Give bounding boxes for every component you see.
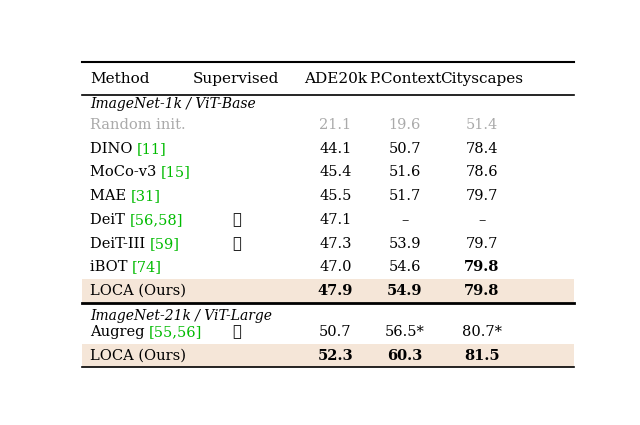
Text: Supervised: Supervised <box>193 72 280 86</box>
Text: [15]: [15] <box>161 165 191 179</box>
Text: 47.0: 47.0 <box>319 261 352 275</box>
Text: 45.5: 45.5 <box>319 189 351 203</box>
Text: 51.4: 51.4 <box>466 118 498 132</box>
Text: 79.7: 79.7 <box>465 189 498 203</box>
Text: [55,56]: [55,56] <box>149 325 202 339</box>
Text: ✓: ✓ <box>232 237 241 251</box>
Text: 51.7: 51.7 <box>388 189 421 203</box>
Text: 47.1: 47.1 <box>319 213 351 227</box>
Text: P.Context: P.Context <box>369 72 441 86</box>
Text: LOCA (Ours): LOCA (Ours) <box>90 284 186 298</box>
Bar <box>83 344 573 368</box>
Text: 81.5: 81.5 <box>464 348 500 363</box>
Text: Cityscapes: Cityscapes <box>440 72 524 86</box>
Text: LOCA (Ours): LOCA (Ours) <box>90 348 186 363</box>
Text: [56,58]: [56,58] <box>129 213 183 227</box>
Text: Method: Method <box>90 72 149 86</box>
Text: 53.9: 53.9 <box>388 237 421 251</box>
Text: 54.9: 54.9 <box>387 284 422 298</box>
Text: DeiT-III: DeiT-III <box>90 237 150 251</box>
Text: ImageNet-1k / ViT-Base: ImageNet-1k / ViT-Base <box>90 97 255 111</box>
Text: ADE20k: ADE20k <box>304 72 367 86</box>
Text: [59]: [59] <box>150 237 180 251</box>
Text: 79.8: 79.8 <box>464 261 499 275</box>
Text: Augreg: Augreg <box>90 325 149 339</box>
Text: 78.6: 78.6 <box>465 165 498 179</box>
Text: 78.4: 78.4 <box>465 142 498 156</box>
Text: ✓: ✓ <box>232 325 241 339</box>
Text: 19.6: 19.6 <box>388 118 421 132</box>
Text: MoCo-v3: MoCo-v3 <box>90 165 161 179</box>
Text: –: – <box>401 213 408 227</box>
Text: 52.3: 52.3 <box>317 348 353 363</box>
Text: 51.6: 51.6 <box>388 165 421 179</box>
Text: [11]: [11] <box>137 142 167 156</box>
Bar <box>83 279 573 303</box>
Text: 79.8: 79.8 <box>464 284 499 298</box>
Text: 54.6: 54.6 <box>388 261 421 275</box>
Text: [31]: [31] <box>131 189 161 203</box>
Text: 60.3: 60.3 <box>387 348 422 363</box>
Text: 21.1: 21.1 <box>319 118 351 132</box>
Text: DINO: DINO <box>90 142 137 156</box>
Text: 45.4: 45.4 <box>319 165 351 179</box>
Text: 56.5*: 56.5* <box>385 325 425 339</box>
Text: 50.7: 50.7 <box>319 325 352 339</box>
Text: 79.7: 79.7 <box>465 237 498 251</box>
Text: ✓: ✓ <box>232 213 241 227</box>
Text: 47.3: 47.3 <box>319 237 352 251</box>
Text: [74]: [74] <box>132 261 162 275</box>
Text: 50.7: 50.7 <box>388 142 421 156</box>
Text: 47.9: 47.9 <box>317 284 353 298</box>
Text: iBOT: iBOT <box>90 261 132 275</box>
Text: DeiT: DeiT <box>90 213 129 227</box>
Text: –: – <box>478 213 486 227</box>
Text: 80.7*: 80.7* <box>462 325 502 339</box>
Text: 44.1: 44.1 <box>319 142 351 156</box>
Text: Random init.: Random init. <box>90 118 186 132</box>
Text: ImageNet-21k / ViT-Large: ImageNet-21k / ViT-Large <box>90 309 272 323</box>
Text: MAE: MAE <box>90 189 131 203</box>
